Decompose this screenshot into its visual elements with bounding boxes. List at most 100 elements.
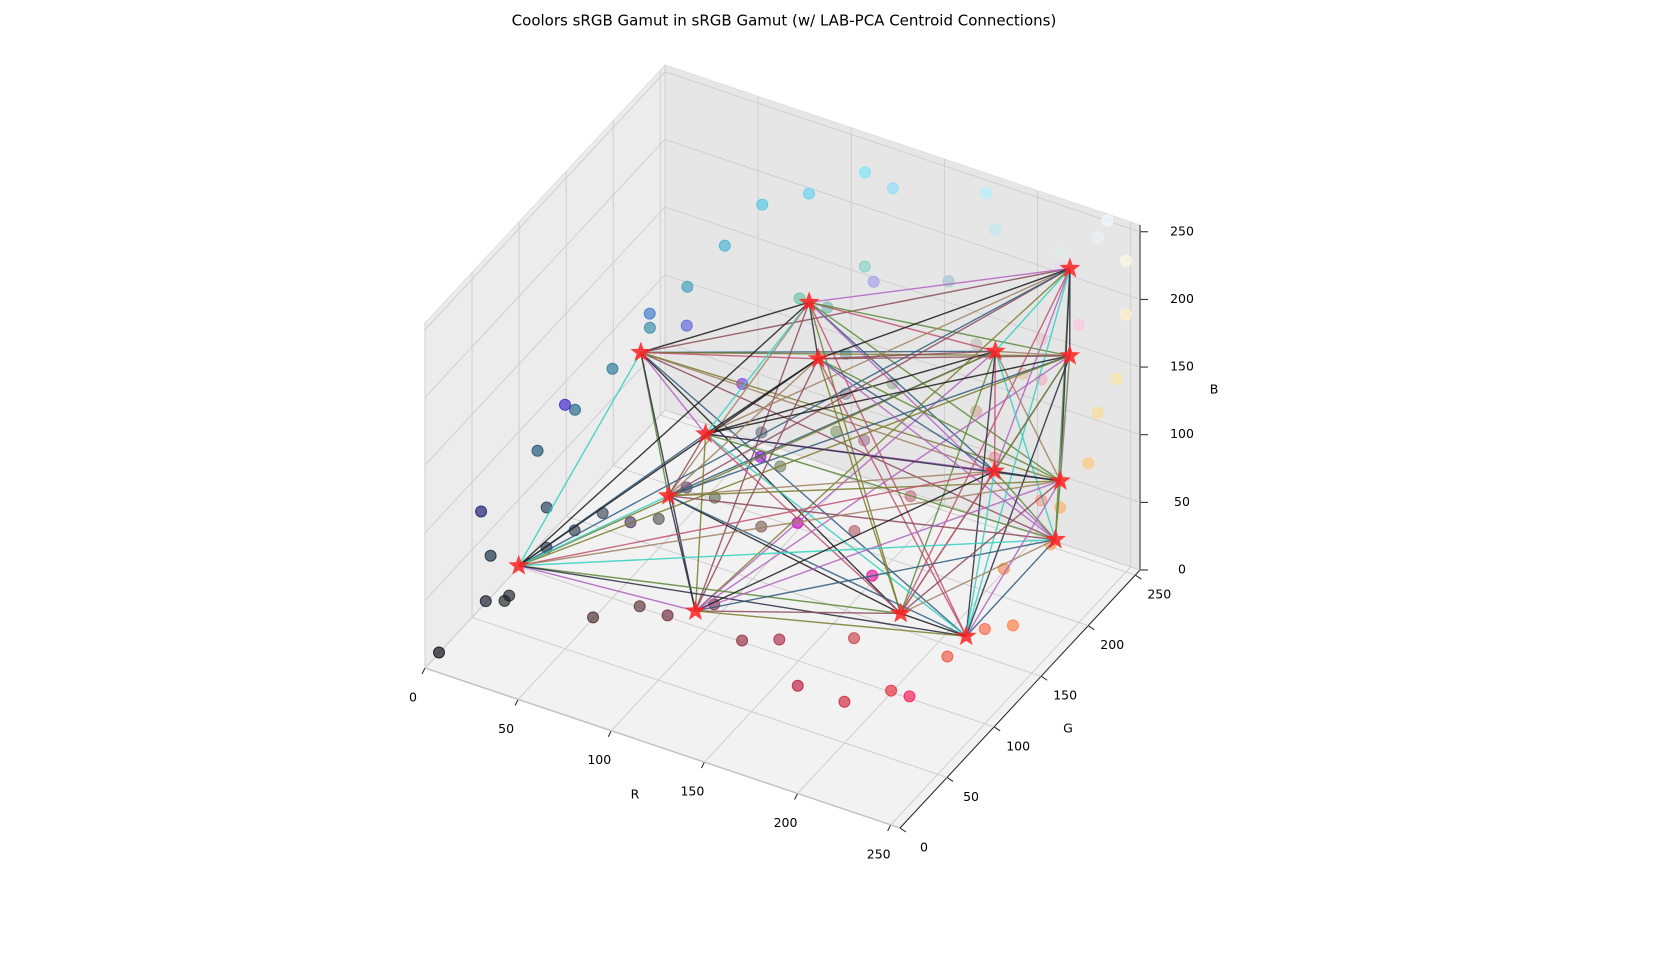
centroid-connection <box>705 301 810 435</box>
y-tick-label: 0 <box>920 840 928 855</box>
color-point <box>1072 318 1085 331</box>
color-point <box>1054 246 1067 259</box>
grid-line <box>566 515 1042 677</box>
centroid-connection <box>994 350 1061 482</box>
centroid-connection <box>668 495 967 637</box>
centroid-connection <box>705 433 902 614</box>
x-tick-label: 250 <box>867 846 891 861</box>
grid-line <box>613 465 1089 627</box>
centroid-connection <box>667 495 697 612</box>
centroid-connection <box>518 538 1056 567</box>
tick-mark <box>946 776 954 782</box>
centroid-star <box>508 554 530 575</box>
centroid-connection <box>900 538 1056 615</box>
centroid-connection <box>993 351 996 472</box>
color-point <box>1091 406 1104 419</box>
x-tick-label: 150 <box>680 784 704 799</box>
color-point <box>484 549 497 562</box>
centroid-star <box>1044 528 1066 549</box>
color-point <box>941 650 954 663</box>
chart-title: Coolors sRGB Gamut in sRGB Gamut (w/ LAB… <box>512 12 1057 30</box>
centroid-connection <box>518 350 996 567</box>
color-point <box>1091 231 1104 244</box>
color-point <box>838 695 851 708</box>
y-tick-label: 50 <box>963 789 979 804</box>
color-point <box>886 182 899 195</box>
tick-mark <box>794 793 798 800</box>
color-point <box>681 280 694 293</box>
color-point <box>633 600 646 613</box>
centroid-connection <box>518 358 819 567</box>
color-point <box>1119 254 1132 267</box>
centroid-connection <box>518 480 1061 567</box>
tick-mark <box>607 730 612 737</box>
color-point <box>718 239 731 252</box>
tick-mark <box>1040 675 1048 681</box>
color-point <box>1006 619 1019 632</box>
centroid-connection <box>694 358 819 612</box>
centroid-connection <box>1054 480 1061 540</box>
centroid-star <box>955 625 977 646</box>
centroid-connection <box>818 350 996 360</box>
color-point <box>978 622 991 635</box>
color-point <box>479 595 492 608</box>
z-axis-label: B <box>1210 382 1219 397</box>
centroid-star <box>630 341 652 362</box>
x-axis-label: R <box>631 787 640 802</box>
z-tick-label: 200 <box>1170 291 1194 306</box>
centroid-star <box>798 291 820 312</box>
grid-line <box>424 71 666 331</box>
centroid-star <box>984 460 1006 481</box>
centroid-connection <box>1059 355 1071 481</box>
tick-mark <box>421 667 426 675</box>
centroid-connection <box>965 539 1056 637</box>
color-point <box>980 187 993 200</box>
tick-mark <box>514 699 519 706</box>
y-axis-label: G <box>1063 721 1073 736</box>
centroid-connection <box>640 351 902 614</box>
centroid-star <box>1059 344 1081 365</box>
centroid-star <box>1059 257 1081 278</box>
grid-line <box>424 139 666 398</box>
centroid-connection <box>965 471 996 637</box>
centroid-connection <box>994 470 1056 541</box>
centroid-connection <box>994 267 1071 352</box>
centroid-connection <box>518 565 696 612</box>
y-tick-label: 250 <box>1147 587 1171 602</box>
color-point <box>1082 457 1095 470</box>
centroid-connection <box>518 470 995 567</box>
color-point <box>989 223 1002 236</box>
color-point <box>736 634 749 647</box>
centroid-star <box>890 602 912 623</box>
centroid-connection <box>900 351 996 614</box>
centroid-connection <box>518 495 669 567</box>
centroid-connection <box>667 433 707 497</box>
centroid-connection <box>667 267 1071 497</box>
centroid-connection <box>808 302 902 614</box>
color-point <box>606 362 619 375</box>
centroid-connection <box>695 610 901 615</box>
centroid-star <box>657 484 679 505</box>
centroid-connection <box>705 350 996 435</box>
z-tick-label: 50 <box>1174 494 1190 509</box>
centroid-connection <box>668 470 995 497</box>
color-point <box>569 403 581 416</box>
centroid-connection <box>695 480 1061 612</box>
color-point <box>867 275 880 288</box>
centroid-connection <box>808 302 819 359</box>
centroid-connection <box>667 358 819 497</box>
tick-mark <box>700 761 705 769</box>
centroid-connection <box>705 433 1056 541</box>
tick-mark <box>1087 625 1095 631</box>
color-point <box>680 319 693 332</box>
centroid-connection <box>695 470 995 612</box>
centroid-connection <box>518 352 642 567</box>
y-tick-label: 150 <box>1053 688 1077 703</box>
centroid-connection <box>640 301 810 354</box>
centroid-connection <box>900 470 996 614</box>
centroid-connection <box>694 302 810 612</box>
color-point <box>559 398 571 411</box>
centroid-connection <box>668 480 1061 497</box>
centroid-connection <box>518 267 1071 567</box>
